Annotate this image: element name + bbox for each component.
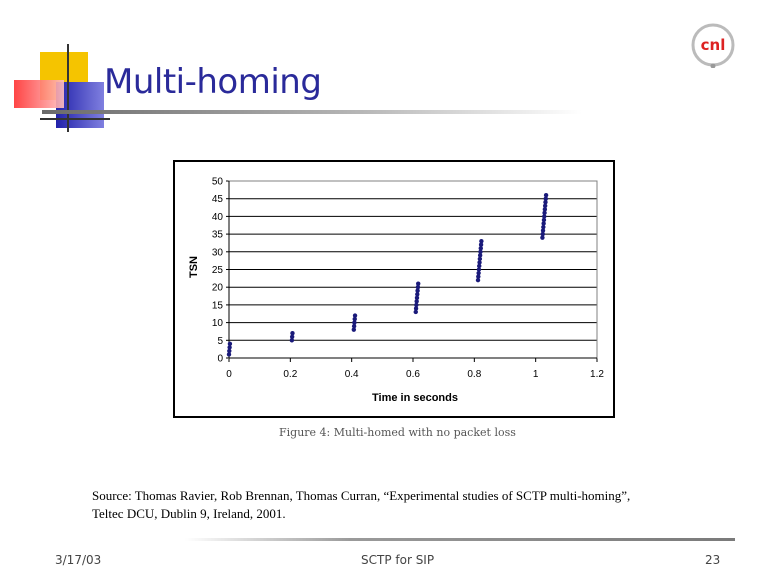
data-point (413, 309, 418, 315)
y-tick-label: 35 (212, 230, 224, 241)
data-point (478, 246, 483, 251)
y-tick-label: 15 (212, 300, 224, 311)
data-point (542, 203, 548, 208)
data-point (352, 316, 357, 322)
y-axis-label: TSN (188, 256, 200, 278)
data-point (477, 253, 483, 258)
data-point (540, 231, 545, 237)
data-point (541, 217, 547, 223)
x-tick-label: 1 (533, 369, 539, 380)
data-point (542, 210, 547, 216)
y-tick-labels: 0 5 10 15 20 25 30 35 40 45 50 (212, 177, 224, 365)
data-point (351, 327, 357, 332)
data-point (413, 306, 419, 311)
y-tick-label: 30 (212, 247, 224, 258)
y-tick-label: 5 (217, 336, 223, 347)
slide-title: Multi-homing (104, 62, 322, 102)
data-point (476, 267, 482, 272)
deco-vertical-line (67, 44, 69, 132)
y-tick-label: 50 (212, 177, 224, 188)
data-point (227, 341, 233, 347)
deco-blue-square (56, 82, 104, 128)
y-tick-label: 0 (217, 354, 223, 365)
y-tick-label: 25 (212, 265, 224, 276)
chart-frame: 0 5 10 15 20 25 30 35 40 45 50 0 0.2 0.4 0.6 0.8 1 1.2 T… (173, 160, 615, 418)
data-point (352, 320, 357, 325)
data-point (479, 238, 484, 244)
x-tick-label: 1.2 (590, 369, 604, 380)
data-point (540, 228, 546, 233)
logo-text: cnl (701, 36, 726, 54)
x-tick-label: 0 (226, 369, 232, 380)
data-point (476, 270, 481, 276)
deco-horizontal-line (40, 118, 110, 120)
source-line-1: Source: Thomas Ravier, Rob Brennan, Thom… (92, 488, 631, 503)
footer-title: SCTP for SIP (361, 553, 435, 567)
data-point (541, 224, 546, 230)
data-point (227, 345, 232, 350)
data-point (289, 334, 295, 339)
data-point (414, 295, 420, 301)
data-point (477, 256, 483, 262)
footer-date: 3/17/03 (55, 553, 102, 567)
x-tick-label: 0.6 (406, 369, 420, 380)
data-point (542, 207, 548, 212)
data-point (227, 348, 232, 354)
data-point (476, 274, 481, 279)
source-line-2: Teltec DCU, Dublin 9, Ireland, 2001. (92, 506, 286, 521)
y-tick-label: 20 (212, 283, 224, 294)
y-tick-label: 45 (212, 194, 224, 205)
x-axis-label: Time in seconds (372, 392, 458, 404)
data-point (477, 260, 482, 265)
x-tick-labels: 0 0.2 0.4 0.6 0.8 1 1.2 (226, 369, 604, 380)
data-point (478, 249, 483, 254)
chart-axes (226, 180, 598, 362)
data-point (289, 338, 295, 343)
data-point (414, 299, 419, 304)
data-point (542, 214, 547, 219)
x-tick-label: 0.4 (345, 369, 359, 380)
data-point (475, 277, 481, 283)
data-point (415, 288, 420, 293)
data-point (290, 331, 295, 336)
data-point (415, 292, 420, 297)
source-citation: Source: Thomas Ravier, Rob Brennan, Thom… (92, 487, 732, 523)
data-point (541, 221, 546, 226)
data-point (543, 200, 548, 205)
cnl-logo: cnl (691, 23, 735, 68)
footer-rule (185, 538, 735, 541)
figure-caption: Figure 4: Multi-homed with no packet los… (279, 426, 516, 439)
x-tick-label: 0.8 (467, 369, 481, 380)
data-point (543, 196, 548, 201)
chart-grid (229, 180, 597, 341)
data-point (478, 242, 484, 247)
tsn-scatter-chart: 0 5 10 15 20 25 30 35 40 45 50 0 0.2 0.4 0.6 0.8 1 1.2 T… (188, 177, 604, 405)
data-point (226, 352, 232, 357)
deco-red-square (14, 80, 64, 108)
data-point (540, 235, 545, 240)
data-points (226, 192, 549, 357)
data-point (416, 281, 421, 286)
y-tick-label: 10 (212, 318, 224, 329)
title-underline (42, 110, 582, 114)
y-tick-label: 40 (212, 212, 224, 223)
data-point (351, 323, 357, 329)
page-number: 23 (705, 553, 721, 567)
data-point (415, 285, 421, 290)
x-tick-label: 0.2 (283, 369, 297, 380)
data-point (352, 313, 358, 318)
data-point (543, 192, 549, 198)
data-point (414, 302, 419, 308)
data-point (477, 263, 482, 269)
